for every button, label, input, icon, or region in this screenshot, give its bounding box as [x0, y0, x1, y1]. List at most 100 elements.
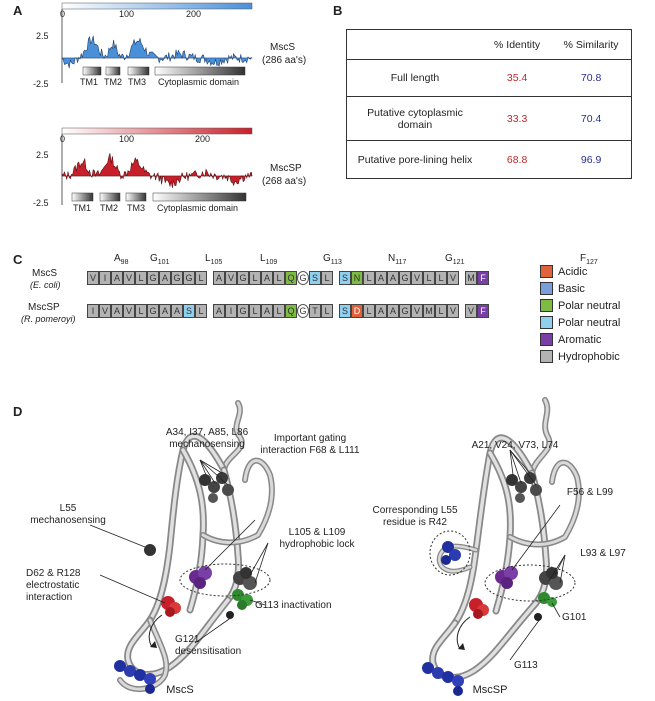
legend-swatch [540, 333, 553, 346]
mscs-ann-g113: G113 inactivation [255, 600, 332, 611]
residue-cell: A [387, 271, 399, 285]
position-aa: A [114, 253, 121, 264]
residue-cell: L [135, 304, 147, 318]
position-label: G101 [150, 253, 169, 266]
mscsp-ann-g113: G113 [514, 660, 538, 671]
mscs-hydrophobic-lock-circle [179, 563, 271, 597]
position-label: L105 [205, 253, 222, 266]
residue-cell: A [159, 304, 171, 318]
panel-letter-a: A [13, 3, 23, 18]
position-label: L109 [260, 253, 277, 266]
table-row: Putative cytoplasmic domain 33.3 70.4 [346, 96, 632, 141]
residue-cell: S [183, 304, 195, 318]
mscs-tick-0: 0 [60, 9, 66, 19]
legend-item: Polar neutral [540, 299, 620, 312]
mscsp-name: MscSP [270, 163, 302, 174]
mscsp-tm1-bar [71, 192, 94, 202]
mscsp-ann-g101: G101 [562, 612, 587, 623]
row-label: Putative pore-lining helix [357, 153, 473, 166]
table-header-similarity: % Similarity [551, 29, 632, 60]
position-number: 109 [265, 259, 278, 266]
residue-cell: M [423, 304, 435, 318]
mscsp-cyto-bar [152, 192, 247, 202]
residue-cell: N [351, 271, 363, 285]
mscs-ann-gating: Important gating interaction F68 & L111 [260, 433, 360, 456]
panel-letter-c: C [13, 252, 23, 267]
mscs-tick-100: 100 [119, 9, 135, 19]
mscs-ytick-pos: 2.5 [36, 31, 49, 41]
mscsp-ann-a21: A21, V24, V73, L74 [471, 440, 559, 451]
row-label: Putative cytoplasmic domain [346, 96, 483, 141]
mscsp-tm3-bar [125, 192, 147, 202]
position-number: 127 [586, 259, 598, 266]
mscsp-r42-circle [429, 530, 471, 576]
residue-cell: L [249, 304, 261, 318]
mscs-tick-200: 200 [186, 9, 202, 19]
residue-cell: A [111, 271, 123, 285]
position-label: G121 [445, 253, 464, 266]
residue-cell: I [99, 271, 111, 285]
position-label: G113 [323, 253, 342, 266]
residue-cell: A [387, 304, 399, 318]
mscsp-residue-spheres [422, 472, 563, 696]
position-number: 117 [395, 259, 407, 266]
mscsp-ann-l93: L93 & L97 [580, 548, 626, 559]
mscs-tm2-label: TM2 [104, 77, 122, 87]
residue-cell: V [123, 271, 135, 285]
mscs-ytick-neg: -2.5 [33, 79, 49, 89]
legend-item: Basic [540, 282, 585, 295]
similarity-value: 70.4 [551, 96, 632, 141]
position-aa: L [205, 253, 211, 264]
panel-letter-d: D [13, 404, 23, 419]
table-header-row: % Identity % Similarity [346, 29, 632, 60]
residue-cell: L [195, 271, 207, 285]
residue-cell: A [375, 271, 387, 285]
mscsp-hydrophobic-circle [484, 564, 576, 602]
residue-cell: A [213, 304, 225, 318]
residue-cell: G [237, 304, 249, 318]
residue-cell: V [411, 304, 423, 318]
residue-cell: T [309, 304, 321, 318]
mscs-ann-electrostatic: D62 & R128 electrostatic interaction [26, 568, 81, 603]
mscs-residue-spheres [114, 472, 257, 694]
residue-cell: L [321, 304, 333, 318]
legend-item: Hydrophobic [540, 350, 620, 363]
residue-cell: L [363, 271, 375, 285]
residue-cell: I [225, 304, 237, 318]
residue-cell: G [171, 271, 183, 285]
position-number: 121 [452, 259, 465, 266]
mscsp-ann-r42: Corresponding L55 residue is R42 [372, 505, 458, 528]
position-label: N117 [388, 253, 406, 266]
residue-cell: G [399, 271, 411, 285]
legend-swatch [540, 299, 553, 312]
table-header-empty [346, 29, 483, 60]
residue-cell: G [147, 304, 159, 318]
mscs-structure [117, 400, 275, 692]
residue-cell: G [147, 271, 159, 285]
legend-swatch [540, 350, 553, 363]
mscsp-tm3-label: TM3 [127, 203, 145, 213]
legend-item: Aromatic [540, 333, 601, 346]
residue-cell: V [465, 304, 477, 318]
mscs-position-bar [61, 2, 253, 10]
seq2-name: MscSP [28, 302, 60, 313]
residue-cell: Q [285, 271, 297, 285]
legend-label: Hydrophobic [558, 350, 620, 363]
legend-swatch [540, 282, 553, 295]
mscs-tm3-label: TM3 [128, 77, 146, 87]
residue-cell: A [111, 304, 123, 318]
hydropathy-plots [61, 2, 253, 205]
legend-label: Polar neutral [558, 316, 621, 329]
residue-cell: V [447, 304, 459, 318]
mscsp-cyto-label: Cytoplasmic domain [157, 203, 239, 213]
residue-cell: V [99, 304, 111, 318]
residue-cell: V [123, 304, 135, 318]
mscs-ann-g121: G121 desensitisation [175, 634, 242, 657]
mscsp-tick-200: 200 [195, 134, 211, 144]
identity-table: % Identity % Similarity Full length 35.4… [346, 29, 632, 179]
residue-cell: G [237, 271, 249, 285]
residue-cell: S [339, 271, 351, 285]
residue-cell: A [213, 271, 225, 285]
similarity-value: 96.9 [580, 153, 602, 166]
residue-cell: F [477, 304, 489, 318]
